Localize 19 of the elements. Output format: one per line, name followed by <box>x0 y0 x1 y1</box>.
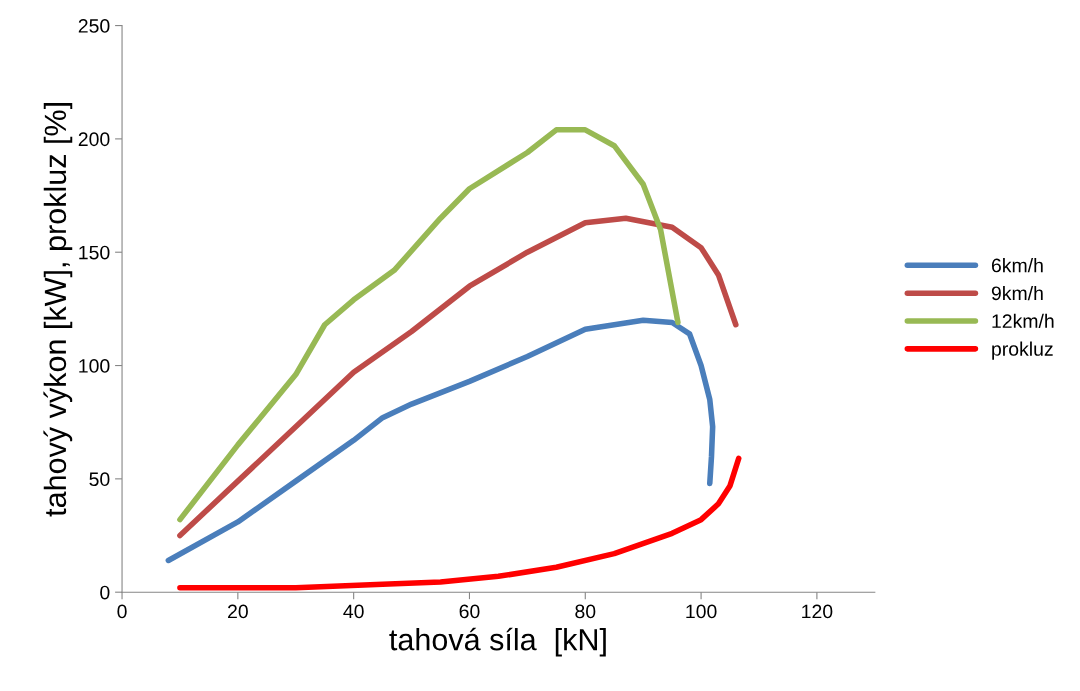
y-tick-label: 0 <box>100 585 110 600</box>
x-tick-label: 100 <box>686 604 717 619</box>
y-tick-label: 100 <box>79 359 110 373</box>
x-tick-label: 120 <box>802 604 833 619</box>
x-tick-label: 20 <box>228 604 248 619</box>
x-tick-label: 0 <box>117 604 127 619</box>
legend-label: 6km/h <box>991 258 1043 273</box>
y-axis-title: tahový výkon [kW], prokluz [%] <box>43 103 73 517</box>
legend-label: prokluz <box>992 341 1053 360</box>
y-tick-label: 150 <box>79 245 110 260</box>
y-tick-label: 250 <box>78 19 110 33</box>
legend-label: 9km/h <box>991 285 1043 301</box>
y-tick-label: 200 <box>78 132 110 147</box>
x-tick-label: 80 <box>575 604 596 619</box>
x-tick-label: 60 <box>459 604 480 619</box>
legend-label: 12km/h <box>992 313 1054 329</box>
x-axis-title: tahová síla [kN] <box>389 627 606 657</box>
y-tick-label: 50 <box>89 472 110 487</box>
x-tick-label: 40 <box>343 604 364 619</box>
